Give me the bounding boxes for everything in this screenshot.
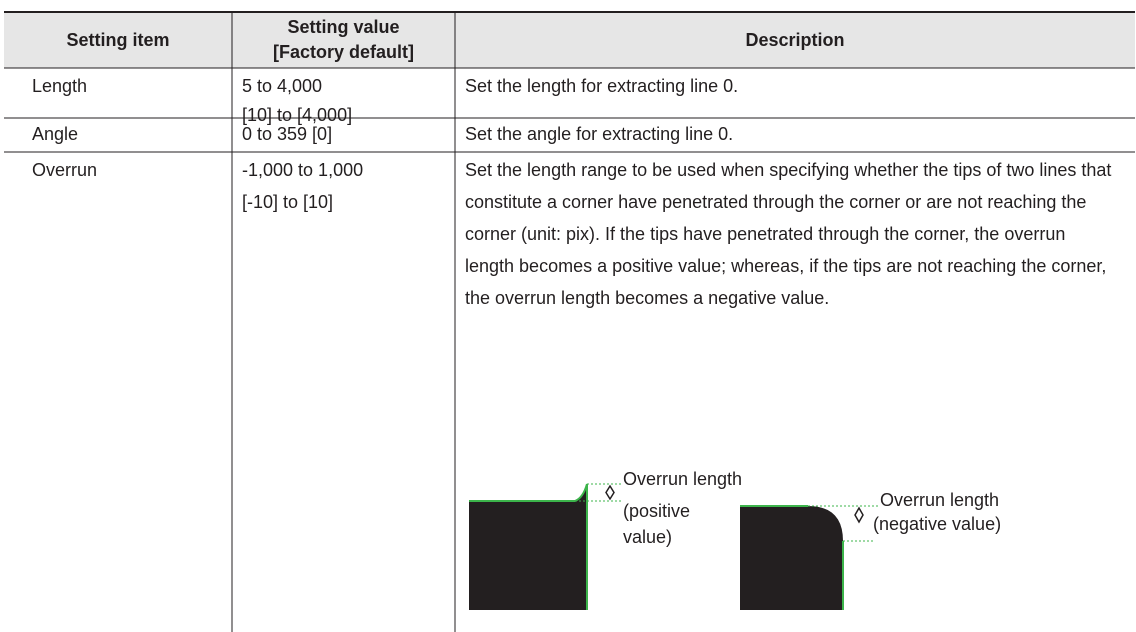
- cell: Angle: [32, 124, 79, 144]
- figure-label: Overrun length: [880, 490, 1000, 510]
- cell: Set the length for extracting line 0.: [465, 76, 739, 96]
- cell: Set the angle for extracting line 0.: [465, 124, 734, 144]
- figure-positive: [469, 483, 623, 610]
- header-cell: Setting value [Factory default]: [272, 17, 414, 62]
- figure-label: value): [623, 527, 673, 547]
- cell: 5 to 4,000 [10] to [4,000]: [242, 76, 353, 125]
- figure-label: (positive: [623, 501, 691, 521]
- cell: Length: [32, 76, 88, 96]
- cell: Set the length range to be used when spe…: [465, 160, 1112, 308]
- figure-label: Overrun length: [623, 469, 743, 489]
- figure-negative: [740, 505, 878, 610]
- cell: Overrun: [32, 160, 98, 180]
- header-bg: [4, 12, 1135, 68]
- grid-lines: [4, 11, 1135, 632]
- cell: 0 to 359 [0]: [242, 124, 333, 144]
- header-cell: Setting item: [66, 29, 170, 50]
- cell: -1,000 to 1,000 [-10] to [10]: [242, 160, 364, 212]
- figure-label: (negative value): [873, 514, 1002, 534]
- header-cell: Description: [745, 29, 845, 50]
